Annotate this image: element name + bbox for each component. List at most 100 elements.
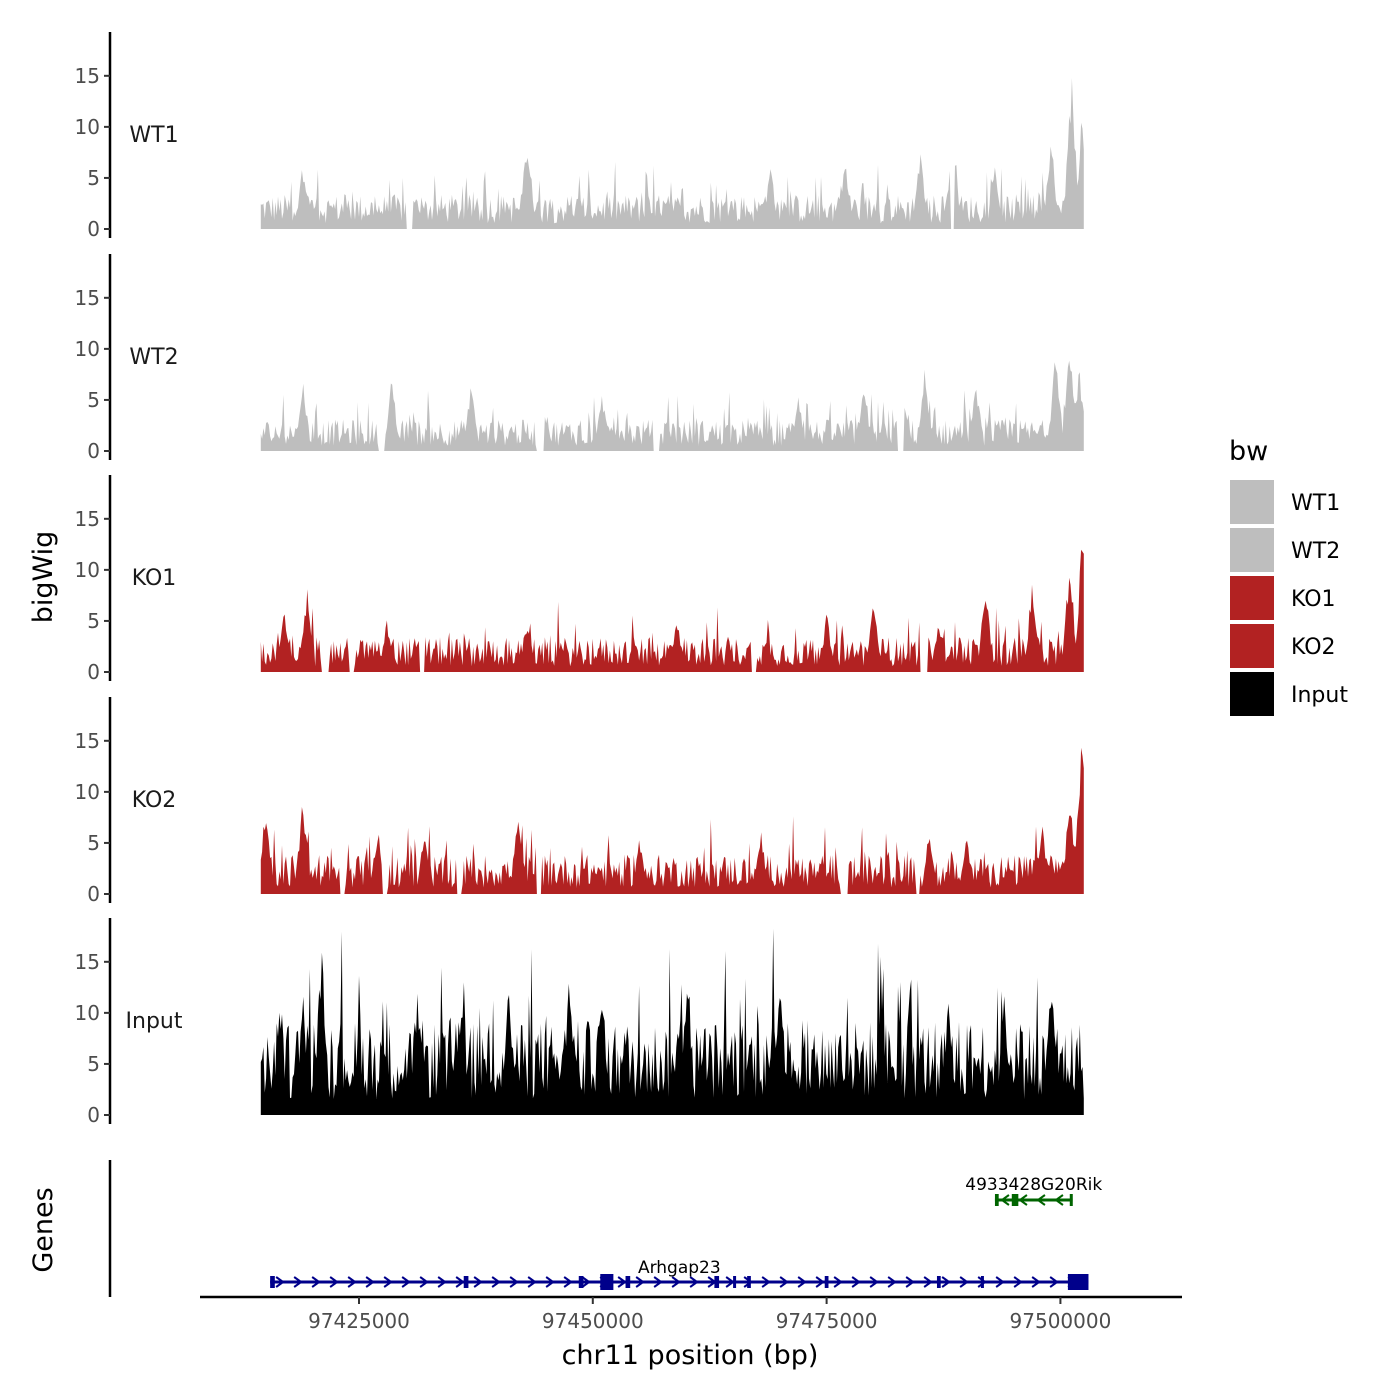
strand-arrow [743,1276,753,1288]
strand-arrow [401,1276,411,1288]
y-tick-label: 15 [75,507,100,531]
strand-arrow [689,1276,699,1288]
exon [714,1276,720,1288]
gene-label: 4933428G20Rik [965,1175,1102,1195]
strand-arrow [995,1276,1005,1288]
y-tick-label: 10 [75,337,100,361]
signal-area-wt1 [260,78,1084,229]
y-axis-title: bigWig [28,531,59,624]
strand-arrow [851,1276,861,1288]
track-input: 0 5 10 15 Input [75,918,1084,1127]
strand-arrow [473,1276,483,1288]
strand-arrow [1018,1194,1028,1206]
y-tick-label: 0 [87,660,100,684]
strand-arrow [527,1276,537,1288]
track-label: KO1 [132,566,177,591]
strand-arrow [797,1276,807,1288]
track-ko1: 0 5 10 15 KO1 [75,475,1084,684]
signal-area-wt2 [260,360,1084,451]
x-tick-label: 97425000 [308,1309,410,1333]
exon [824,1276,829,1288]
x-axis-title: chr11 position (bp) [562,1340,819,1371]
y-tick-label: 5 [87,609,100,633]
genes-track-title: Genes [28,1187,59,1272]
legend-swatch [1230,480,1274,524]
y-tick-label: 10 [75,558,100,582]
strand-arrow [275,1276,285,1288]
y-tick-label: 10 [75,115,100,139]
signal-area-ko1 [260,549,1084,672]
strand-arrow [491,1276,501,1288]
y-tick-label: 5 [87,1052,100,1076]
legend-swatch [1230,576,1274,620]
strand-arrow [923,1276,933,1288]
exon [1011,1194,1019,1206]
y-tick-label: 0 [87,217,100,241]
strand-arrow [1013,1276,1023,1288]
strand-arrow [383,1276,393,1288]
x-tick-label: 97475000 [776,1309,878,1333]
strand-arrow [329,1276,339,1288]
gene-track: 4933428G20Rik Arhgap23 [108,1160,1102,1297]
x-tick-label: 97450000 [542,1309,644,1333]
strand-arrow [1000,1194,1010,1206]
track-wt2: 0 5 10 15 WT2 [75,254,1084,463]
y-tick-label: 15 [75,950,100,974]
legend-title: bw [1229,436,1268,467]
track-label: WT1 [129,123,178,148]
exon [463,1276,469,1288]
y-tick-label: 15 [75,286,100,310]
strand-arrow [635,1276,645,1288]
strand-arrow [419,1276,429,1288]
strand-arrow [455,1276,465,1288]
y-tick-label: 10 [75,1001,100,1025]
strand-arrow [941,1276,951,1288]
strand-arrow [833,1276,843,1288]
gene-label: Arhgap23 [638,1258,721,1278]
signal-area-ko2 [260,747,1084,894]
x-axis: 97425000 97450000 97475000 97500000 [200,1295,1182,1333]
track-label: Input [126,1009,183,1034]
exon [578,1276,584,1288]
strand-arrow [815,1276,825,1288]
track-label: KO2 [132,788,177,813]
legend-swatch [1230,672,1274,716]
gene-arhgap23: Arhgap23 [270,1258,1089,1290]
y-tick-label: 0 [87,882,100,906]
track-label: WT2 [129,345,178,370]
strand-arrow [905,1276,915,1288]
strand-arrow [887,1276,897,1288]
legend-label: KO1 [1291,587,1336,612]
track-wt1: 0 5 10 15 WT1 [75,32,1084,241]
track-ko2: 0 5 10 15 KO2 [75,697,1084,906]
y-tick-label: 5 [87,831,100,855]
strand-arrow [365,1276,375,1288]
legend-label: WT1 [1291,491,1340,516]
signal-tracks: 0 5 10 15 WT1 0 5 10 15 WT2 0 5 10 15 KO1 0 5 10 15 KO2 0 5 10… [75,32,1084,1127]
strand-arrow [1036,1194,1046,1206]
strand-arrow [1049,1276,1059,1288]
signal-area-input [260,928,1084,1115]
exon [747,1276,751,1288]
strand-arrow [563,1276,573,1288]
y-tick-label: 5 [87,388,100,412]
y-tick-label: 15 [75,729,100,753]
strand-arrow [293,1276,303,1288]
exon [625,1276,631,1288]
strand-arrow [311,1276,321,1288]
exon [1069,1194,1073,1206]
legend-label: WT2 [1291,539,1340,564]
y-tick-label: 15 [75,64,100,88]
strand-arrow [545,1276,555,1288]
strand-arrow [617,1276,627,1288]
exon [1067,1274,1089,1290]
legend-label: Input [1291,683,1348,708]
strand-arrow [437,1276,447,1288]
exon [270,1276,275,1288]
strand-arrow [347,1276,357,1288]
legend: bw WT1 WT2 KO1 KO2 Input [1229,436,1348,716]
strand-arrow [869,1276,879,1288]
strand-arrow [509,1276,519,1288]
strand-arrow [581,1276,591,1288]
